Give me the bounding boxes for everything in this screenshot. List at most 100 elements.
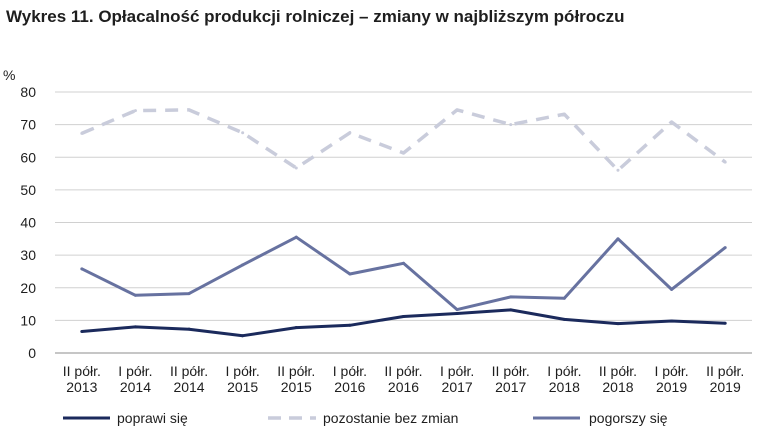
data-point	[187, 327, 191, 331]
y-axis-unit: %	[3, 67, 15, 83]
data-point	[670, 319, 674, 323]
data-point	[723, 160, 727, 164]
y-tick-label: 0	[28, 345, 36, 361]
data-point	[455, 108, 459, 112]
data-point	[241, 263, 245, 267]
data-point	[294, 235, 298, 239]
legend: poprawi się pozostanie bez zmian pogorszy …	[63, 410, 668, 426]
data-point	[348, 272, 352, 276]
x-tick-period: II półr.	[170, 363, 208, 379]
data-point	[133, 293, 137, 297]
y-tick-label: 10	[20, 312, 36, 328]
series-line	[81, 108, 727, 173]
x-tick-year: 2015	[227, 379, 258, 395]
x-tick-label: I półr.2016	[333, 363, 367, 395]
data-point	[133, 325, 137, 329]
y-tick-label: 40	[20, 215, 36, 231]
y-tick-label: 80	[20, 84, 36, 100]
x-tick-label: II półr.2017	[492, 363, 530, 395]
data-point	[509, 123, 513, 127]
data-point	[670, 120, 674, 124]
data-point	[723, 246, 727, 250]
x-tick-year: 2017	[495, 379, 526, 395]
x-tick-period: I półr.	[226, 363, 260, 379]
data-point	[187, 292, 191, 296]
x-tick-label: I półr.2014	[118, 363, 152, 395]
data-point	[294, 166, 298, 170]
data-point	[241, 131, 245, 135]
x-tick-label: I półr.2018	[547, 363, 581, 395]
y-axis-ticks: 0 10 20 30 40 50 60 70 80	[20, 84, 36, 361]
x-tick-label: II półr.2019	[706, 363, 744, 395]
data-point	[294, 326, 298, 330]
x-tick-period: I półr.	[547, 363, 581, 379]
x-tick-label: II półr.2015	[277, 363, 315, 395]
chart-title: Wykres 11. Opłacalność produkcji rolnicz…	[6, 7, 625, 26]
x-tick-year: 2013	[66, 379, 97, 395]
x-tick-period: II półr.	[706, 363, 744, 379]
x-tick-label: I półr.2015	[226, 363, 260, 395]
x-tick-label: II półr.2016	[384, 363, 422, 395]
data-point	[562, 296, 566, 300]
data-point	[80, 267, 84, 271]
x-tick-period: II półr.	[492, 363, 530, 379]
data-point	[241, 334, 245, 338]
x-tick-year: 2016	[334, 379, 365, 395]
x-tick-year: 2017	[442, 379, 473, 395]
data-point	[455, 312, 459, 316]
data-point	[509, 308, 513, 312]
x-tick-label: I półr.2019	[654, 363, 688, 395]
data-point	[348, 131, 352, 135]
data-point	[187, 108, 191, 112]
x-tick-year: 2018	[602, 379, 633, 395]
x-tick-year: 2014	[173, 379, 204, 395]
data-point	[616, 168, 620, 172]
data-point	[80, 329, 84, 333]
series-2	[80, 108, 727, 173]
data-point	[402, 151, 405, 155]
x-tick-period: II półr.	[63, 363, 101, 379]
legend-label: pogorszy się	[589, 410, 668, 426]
series-3	[80, 235, 727, 312]
data-point	[402, 314, 405, 318]
data-point	[348, 323, 352, 327]
x-tick-year: 2015	[281, 379, 312, 395]
x-tick-year: 2018	[549, 379, 580, 395]
x-tick-period: I półr.	[654, 363, 688, 379]
legend-item: poprawi się	[63, 410, 188, 426]
x-tick-year: 2019	[656, 379, 687, 395]
data-point	[509, 295, 513, 299]
data-point	[562, 317, 566, 321]
y-tick-label: 70	[20, 117, 36, 133]
x-tick-year: 2016	[388, 379, 419, 395]
legend-item: pozostanie bez zmian	[268, 410, 458, 426]
data-point	[133, 109, 137, 113]
legend-label: pozostanie bez zmian	[323, 410, 458, 426]
x-tick-period: II półr.	[384, 363, 422, 379]
data-point	[562, 112, 566, 116]
x-tick-period: I półr.	[333, 363, 367, 379]
y-tick-label: 30	[20, 247, 36, 263]
series-line	[81, 235, 727, 312]
x-tick-period: I półr.	[440, 363, 474, 379]
data-point	[455, 308, 459, 312]
data-point	[616, 237, 620, 241]
data-point	[723, 321, 727, 325]
y-tick-label: 50	[20, 182, 36, 198]
x-tick-year: 2019	[710, 379, 741, 395]
data-point	[80, 131, 84, 135]
y-tick-label: 60	[20, 149, 36, 165]
x-tick-period: II półr.	[277, 363, 315, 379]
y-tick-label: 20	[20, 280, 36, 296]
grid-lines	[55, 91, 752, 354]
x-tick-label: II półr.2018	[599, 363, 637, 395]
data-point	[616, 322, 620, 326]
data-point	[670, 287, 674, 291]
legend-item: pogorszy się	[533, 410, 668, 426]
legend-label: poprawi się	[117, 410, 188, 426]
series-lines	[80, 108, 727, 338]
x-tick-year: 2014	[120, 379, 151, 395]
x-tick-label: II półr.2014	[170, 363, 208, 395]
